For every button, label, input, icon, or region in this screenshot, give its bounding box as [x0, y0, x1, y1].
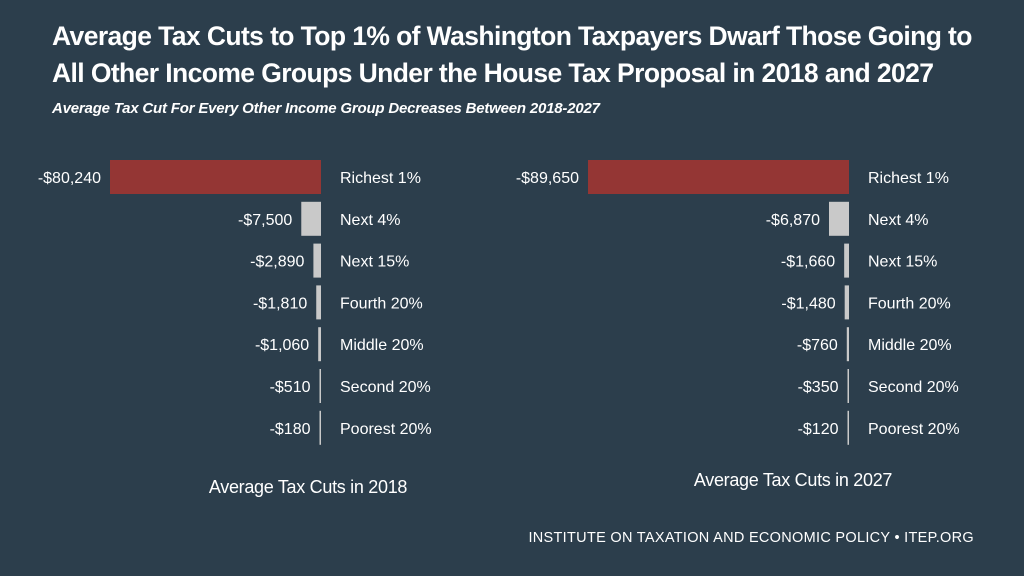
- category-label-2027: Next 15%: [868, 254, 937, 271]
- category-label-2027: Second 20%: [868, 379, 959, 396]
- bar-2018-next-4: [301, 201, 321, 236]
- value-label-2018: -$510: [270, 379, 311, 396]
- bar-chart-2027: -$89,650 Richest 1% -$6,870 Next 4% -$1,660 N…: [516, 160, 960, 445]
- category-label-2027: Middle 20%: [868, 337, 952, 354]
- value-label-2018: -$1,810: [253, 295, 307, 312]
- bar-2018-poorest-20: [319, 410, 321, 445]
- value-label-2018: -$80,240: [38, 170, 101, 187]
- category-label-2018: Next 4%: [340, 212, 400, 229]
- bar-2018-fourth-20: [316, 285, 321, 320]
- value-label-2027: -$6,870: [766, 212, 820, 229]
- category-label-2027: Next 4%: [868, 212, 928, 229]
- category-label-2018: Middle 20%: [340, 337, 424, 354]
- chart-caption-2018: Average Tax Cuts in 2018: [208, 477, 408, 497]
- source-footer: INSTITUTE ON TAXATION AND ECONOMIC POLIC…: [528, 530, 974, 546]
- category-label-2018: Next 15%: [340, 254, 409, 271]
- bar-2018-second-20: [319, 369, 321, 403]
- bar-2018-richest-1: [110, 160, 321, 194]
- chart-caption-2027: Average Tax Cuts in 2027: [693, 470, 893, 490]
- bar-2027-fourth-20: [844, 285, 849, 320]
- bar-2018-next-15: [313, 243, 321, 278]
- chart-subtitle: Average Tax Cut For Every Other Income G…: [52, 100, 600, 117]
- value-label-2027: -$89,650: [516, 170, 579, 187]
- value-label-2018: -$7,500: [238, 212, 292, 229]
- bar-chart-2018: -$80,240 Richest 1% -$7,500 Next 4% -$2,890 N…: [38, 160, 432, 445]
- category-label-2018: Richest 1%: [340, 170, 421, 187]
- value-label-2018: -$180: [270, 421, 311, 438]
- bar-2027-poorest-20: [847, 410, 849, 445]
- category-label-2027: Richest 1%: [868, 170, 949, 187]
- value-label-2027: -$120: [798, 421, 839, 438]
- bar-2027-next-15: [844, 243, 849, 278]
- category-label-2018: Poorest 20%: [340, 421, 432, 438]
- bar-2027-next-4: [828, 201, 849, 236]
- value-label-2027: -$1,480: [781, 295, 835, 312]
- bar-2027-middle-20: [846, 327, 849, 362]
- category-label-2018: Fourth 20%: [340, 295, 423, 312]
- value-label-2027: -$1,660: [781, 254, 835, 271]
- chart-title: Average Tax Cuts to Top 1% of Washington…: [52, 21, 972, 88]
- category-label-2027: Poorest 20%: [868, 421, 960, 438]
- value-label-2018: -$1,060: [255, 337, 309, 354]
- value-label-2027: -$760: [797, 337, 838, 354]
- category-label-2027: Fourth 20%: [868, 295, 951, 312]
- bar-2027-richest-1: [588, 160, 849, 194]
- bar-2018-middle-20: [318, 327, 321, 362]
- bar-2027-second-20: [847, 369, 849, 403]
- value-label-2027: -$350: [798, 379, 839, 396]
- value-label-2018: -$2,890: [250, 254, 304, 271]
- category-label-2018: Second 20%: [340, 379, 431, 396]
